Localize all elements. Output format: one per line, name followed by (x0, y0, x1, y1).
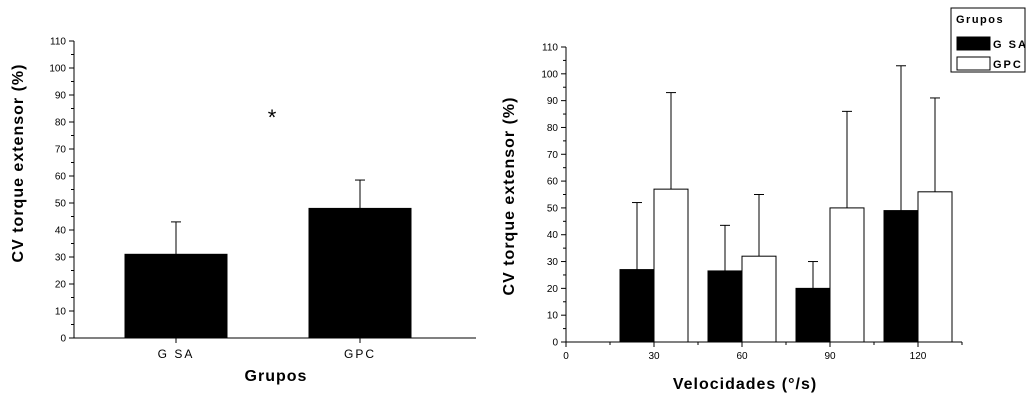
legend-swatch-gsa (956, 36, 991, 51)
left-y-tick-label: 110 (50, 37, 66, 48)
left-x-axis-label: Grupos (245, 368, 308, 385)
right-bar-gpc-120 (917, 191, 953, 343)
left-y-tick-label: 80 (55, 118, 67, 129)
right-x-tick-label: 0 (563, 351, 569, 362)
left-y-tick-label: 0 (60, 334, 66, 345)
right-y-tick-label: 60 (547, 177, 559, 188)
right-y-tick-label: 80 (547, 123, 559, 134)
left-x-tick-label: G SA (158, 347, 195, 361)
right-x-tick-label: 90 (824, 351, 836, 362)
left-chart: * Grupos CV torque extensor (%) 0 10 20 30 4… (10, 37, 476, 385)
left-bar-gsa (124, 253, 228, 339)
left-bar-gpc (308, 207, 412, 339)
legend-label-gsa: G SA (993, 39, 1026, 51)
right-y-tick-label: 50 (547, 203, 559, 214)
left-x-tick-label: GPC (344, 347, 376, 361)
left-y-tick-label: 70 (55, 145, 67, 156)
left-y-tick-label: 50 (55, 199, 67, 210)
significance-marker: * (268, 105, 277, 130)
right-x-tick-label: 30 (648, 351, 660, 362)
right-y-tick-label: 40 (547, 230, 559, 241)
right-y-tick-label: 30 (547, 257, 559, 268)
right-y-tick-label: 0 (552, 338, 558, 349)
legend-label-gpc: GPC (993, 59, 1023, 71)
legend-swatch-gpc (956, 56, 991, 71)
left-y-tick-label: 10 (55, 307, 67, 318)
right-bar-gsa-90 (795, 287, 831, 343)
right-bar-gsa-30 (619, 269, 655, 343)
right-chart: Velocidades (°/s) CV torque extensor (%)… (501, 43, 963, 393)
right-bar-gpc-30 (653, 188, 689, 343)
right-y-tick-label: 90 (547, 96, 559, 107)
right-bar-gpc-90 (829, 207, 865, 343)
right-y-axis-label: CV torque extensor (%) (501, 97, 518, 296)
left-y-tick-label: 100 (49, 64, 66, 75)
right-bar-gpc-60 (741, 255, 777, 343)
right-y-tick-label: 100 (541, 69, 558, 80)
right-y-tick-label: 70 (547, 150, 559, 161)
right-x-axis-label: Velocidades (°/s) (673, 376, 817, 393)
left-y-tick-label: 20 (55, 280, 67, 291)
left-y-tick-label: 90 (55, 91, 67, 102)
legend-title: Grupos (956, 14, 1004, 26)
right-x-tick-label: 60 (736, 351, 748, 362)
right-x-tick-label: 120 (910, 351, 927, 362)
left-y-tick-label: 60 (55, 172, 67, 183)
right-y-tick-label: 10 (547, 311, 559, 322)
right-bar-gsa-60 (707, 270, 743, 343)
left-y-tick-label: 40 (55, 226, 67, 237)
right-y-tick-label: 20 (547, 284, 559, 295)
left-y-axis-label: CV torque extensor (%) (10, 64, 27, 263)
legend: Grupos G SA GPC (950, 7, 1026, 73)
right-y-tick-label: 110 (542, 43, 558, 54)
right-bar-gsa-120 (883, 210, 919, 343)
left-y-tick-label: 30 (55, 253, 67, 264)
